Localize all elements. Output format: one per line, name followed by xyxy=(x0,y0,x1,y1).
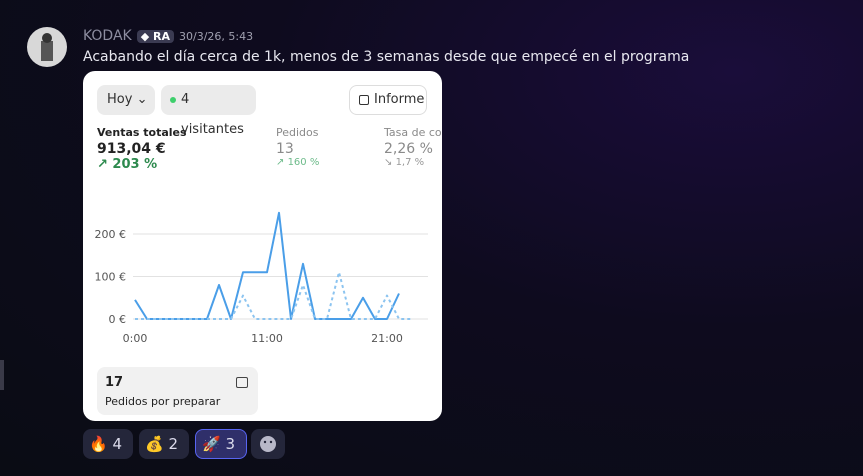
message-header: KODAK ◆ RA 30/3/26, 5:43 xyxy=(83,28,253,44)
x-tick-label: 11:00 xyxy=(251,332,283,345)
metric: Ventas totales 913,04 € ↗ 203 % xyxy=(97,126,187,172)
reaction-count: 4 xyxy=(112,435,123,453)
report-button: Informe xyxy=(349,85,427,115)
visitors-pill: 4 visitantes xyxy=(161,85,256,137)
add-reaction[interactable] xyxy=(251,429,285,459)
x-tick-label: 0:00 xyxy=(123,332,148,345)
range-button: Hoy ⌄ xyxy=(97,85,155,115)
series-line xyxy=(134,211,400,320)
metric-change-text: 1,7 % xyxy=(395,157,425,168)
timestamp: 30/3/26, 5:43 xyxy=(179,29,254,43)
scroll-marker xyxy=(0,360,4,390)
y-tick-label: 100 € xyxy=(95,271,127,284)
reaction[interactable]: 🔥 4 xyxy=(83,429,133,459)
attachment-image[interactable]: Hoy ⌄ 4 visitantes Informe Ventas totale… xyxy=(83,71,442,421)
metric-change: ↗ 160 % xyxy=(276,157,320,168)
report-text: Informe xyxy=(374,92,425,107)
reaction-count: 3 xyxy=(225,435,236,453)
metric-label: Tasa de co xyxy=(384,126,442,139)
author[interactable]: KODAK xyxy=(83,28,132,44)
inbox-icon xyxy=(236,377,248,388)
reaction[interactable]: 💰 2 xyxy=(139,429,189,459)
metric: Tasa de co 2,26 % ↘ 1,7 % xyxy=(384,126,442,168)
reaction-emoji: 🚀 xyxy=(202,435,221,453)
y-tick-label: 0 € xyxy=(109,313,127,326)
metric-change-text: 160 % xyxy=(287,157,320,168)
range-text: Hoy xyxy=(107,92,133,107)
metric-value: 13 xyxy=(276,141,294,157)
metric-change: ↗ 203 % xyxy=(97,157,158,172)
orders-count: 17 xyxy=(105,375,124,390)
metric-value: 2,26 % xyxy=(384,141,433,157)
metric-value: 913,04 € xyxy=(97,141,166,157)
y-tick-label: 200 € xyxy=(95,228,127,241)
orders-card[interactable]: 17 Pedidos por preparar xyxy=(97,367,258,415)
x-tick-label: 21:00 xyxy=(371,332,403,345)
metric-change-text: 203 % xyxy=(112,157,158,172)
metric: Pedidos 13 ↗ 160 % xyxy=(276,126,319,168)
reaction-count: 2 xyxy=(168,435,179,453)
metric-label: Pedidos xyxy=(276,126,319,139)
avatar[interactable] xyxy=(27,27,67,67)
series-line xyxy=(135,271,411,320)
metric-label: Ventas totales xyxy=(97,126,187,139)
sales-chart: 0 € 100 € 200 € 0:00 11:00 21:00 xyxy=(95,211,428,345)
badge-text: RA xyxy=(153,29,171,43)
orders-label: Pedidos por preparar xyxy=(105,395,221,408)
metric-change: ↘ 1,7 % xyxy=(384,157,425,168)
reaction-emoji: 💰 xyxy=(145,435,164,453)
visitors-text: 4 visitantes xyxy=(181,92,244,137)
role-badge: ◆ RA xyxy=(136,29,175,43)
message-text: Acabando el día cerca de 1k, menos de 3 … xyxy=(83,49,690,65)
reaction[interactable]: 🚀 3 xyxy=(195,429,247,459)
reaction-emoji: 🔥 xyxy=(89,435,108,453)
